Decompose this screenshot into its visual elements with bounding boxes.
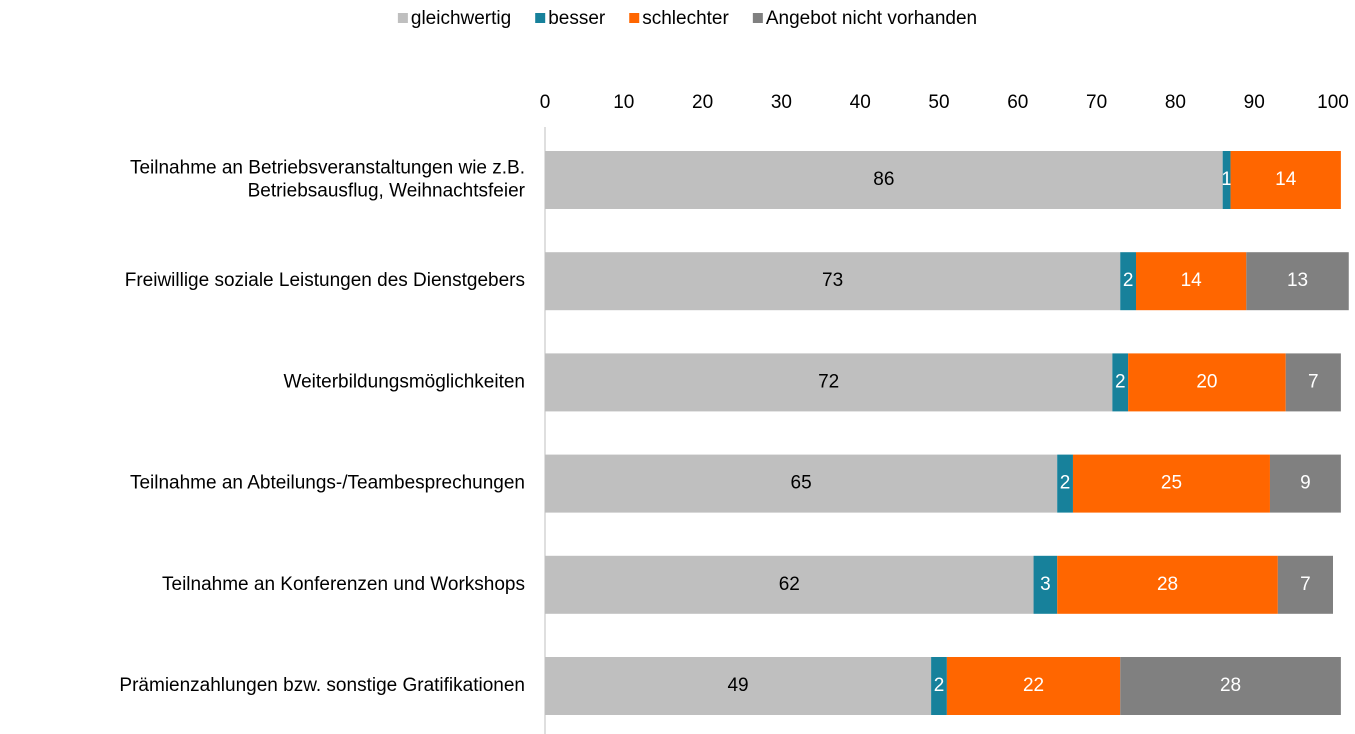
bar-segment: [545, 657, 932, 715]
data-label: 7: [1300, 574, 1311, 595]
x-tick-label: 60: [1007, 92, 1028, 113]
data-label: 73: [822, 270, 843, 291]
legend-label: Angebot nicht vorhanden: [766, 8, 977, 29]
x-tick-label: 90: [1244, 92, 1265, 113]
data-label: 62: [779, 574, 800, 595]
data-label: 9: [1300, 473, 1311, 494]
y-tick-label: Prämienzahlungen bzw. sonstige Gratifika…: [119, 675, 525, 696]
data-label: 7: [1308, 371, 1319, 392]
data-label: 2: [1060, 473, 1071, 494]
x-tick-label: 50: [928, 92, 949, 113]
data-label: 1: [1221, 169, 1232, 190]
bar-segment: [1057, 454, 1073, 513]
data-label: 22: [1023, 675, 1044, 696]
x-tick-label: 30: [771, 92, 792, 113]
bar-segment: [931, 657, 947, 715]
bar-segment: [1112, 353, 1129, 412]
x-tick-label: 10: [613, 92, 634, 113]
bar-segment: [1072, 454, 1270, 513]
legend-label: gleichwertig: [411, 8, 511, 29]
legend-swatch: [397, 13, 408, 23]
legend-swatch: [535, 13, 546, 23]
x-tick-label: 80: [1165, 92, 1186, 113]
bar-segment: [1120, 252, 1136, 311]
legend-label: schlechter: [642, 8, 729, 29]
bar-segment: [1285, 353, 1341, 412]
y-tick-label: Weiterbildungsmöglichkeiten: [284, 371, 526, 392]
x-tick-label: 40: [850, 92, 871, 113]
data-label: 2: [1115, 371, 1126, 392]
bar-segment: [1136, 252, 1247, 311]
bar-segment: [545, 151, 1223, 209]
bar-segment: [946, 657, 1121, 715]
legend-label: besser: [548, 8, 606, 29]
data-label: 25: [1161, 473, 1182, 494]
bar-segment: [1269, 454, 1341, 513]
data-label: 28: [1220, 675, 1241, 696]
bar-segment: [1128, 353, 1286, 412]
y-tick-label: Teilnahme an Abteilungs-/Teambesprechung…: [130, 473, 525, 494]
bar-segment: [1230, 151, 1341, 209]
bar-segment: [1277, 555, 1333, 614]
data-label: 2: [934, 675, 945, 696]
bar-segment: [1057, 555, 1278, 614]
x-tick-label: 20: [692, 92, 713, 113]
data-label: 65: [791, 473, 812, 494]
data-label: 28: [1157, 574, 1178, 595]
data-label: 86: [873, 169, 894, 190]
data-label: 3: [1040, 574, 1051, 595]
x-tick-label: 0: [540, 92, 551, 113]
bar-segment: [1033, 555, 1058, 614]
bar-segment: [1246, 252, 1349, 311]
bar-segment: [1222, 151, 1231, 209]
data-label: 20: [1196, 371, 1217, 392]
bar-segment: [545, 454, 1058, 513]
data-label: 14: [1275, 169, 1297, 190]
bar-segment: [545, 252, 1121, 311]
bar-segment: [545, 353, 1113, 412]
x-tick-label: 100: [1317, 92, 1349, 113]
legend-swatch: [629, 13, 640, 23]
y-tick-label: Teilnahme an Betriebsveranstaltungen wie…: [130, 158, 526, 202]
data-label: 14: [1181, 270, 1203, 291]
bar-segment: [1120, 657, 1341, 715]
legend-swatch: [752, 13, 763, 23]
data-label: 49: [727, 675, 748, 696]
data-label: 72: [818, 371, 839, 392]
bar-segment: [545, 555, 1034, 614]
data-label: 2: [1123, 270, 1134, 291]
data-label: 13: [1287, 270, 1308, 291]
y-tick-label: Teilnahme an Konferenzen und Workshops: [162, 574, 525, 595]
x-tick-label: 70: [1086, 92, 1107, 113]
y-tick-label: Freiwillige soziale Leistungen des Diens…: [125, 270, 525, 291]
